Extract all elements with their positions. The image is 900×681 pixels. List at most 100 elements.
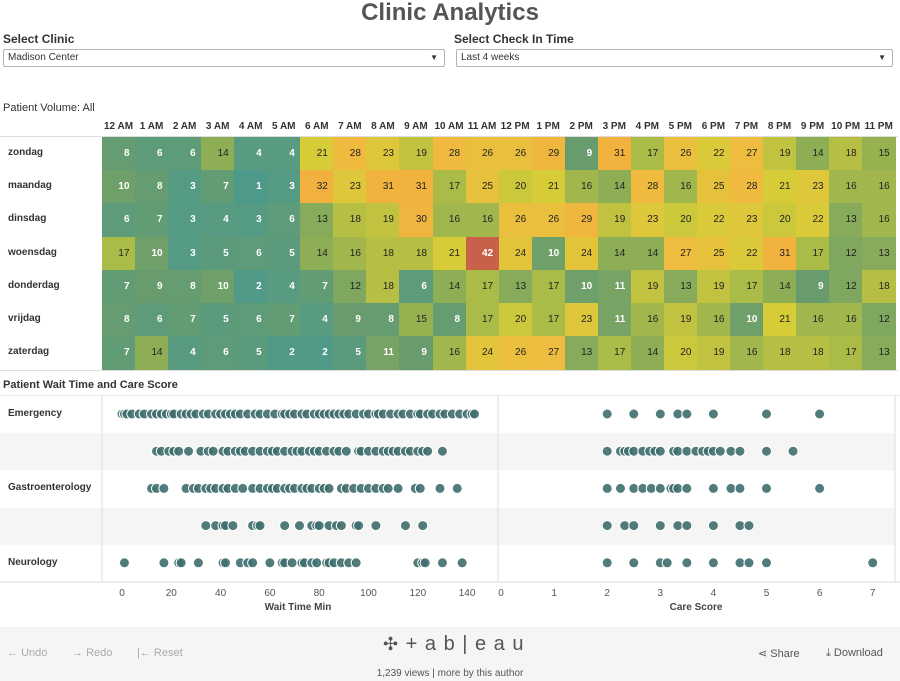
heatmap-cell[interactable]: 12: [829, 236, 863, 271]
care-score-dot[interactable]: [743, 557, 755, 569]
heatmap-cell[interactable]: 6: [399, 269, 433, 304]
heatmap-cell[interactable]: 14: [597, 236, 632, 271]
heatmap-cell[interactable]: 6: [135, 137, 169, 171]
heatmap-cell[interactable]: 16: [862, 170, 896, 204]
heatmap-cell[interactable]: 9: [333, 303, 367, 337]
wait-time-dot[interactable]: [158, 482, 170, 494]
care-score-dot[interactable]: [761, 445, 772, 457]
heatmap-cell[interactable]: 25: [696, 236, 731, 271]
care-score-dot[interactable]: [681, 557, 693, 569]
care-score-dot[interactable]: [645, 482, 657, 494]
heatmap-cell[interactable]: 6: [234, 236, 268, 271]
heatmap-cell[interactable]: 5: [267, 236, 301, 271]
heatmap-cell[interactable]: 7: [267, 303, 301, 337]
wait-time-dot[interactable]: [451, 482, 463, 494]
heatmap-cell[interactable]: 17: [465, 269, 500, 304]
heatmap-cell[interactable]: 17: [829, 336, 863, 370]
care-score-dot[interactable]: [734, 557, 746, 569]
care-score-dot[interactable]: [628, 557, 640, 569]
heatmap-cell[interactable]: 8: [135, 170, 169, 204]
care-score-dot[interactable]: [601, 445, 613, 457]
care-score-dot[interactable]: [725, 445, 737, 457]
heatmap-cell[interactable]: 13: [498, 269, 533, 304]
care-score-dot[interactable]: [787, 445, 799, 457]
heatmap-cell[interactable]: 24: [498, 236, 533, 271]
heatmap-cell[interactable]: 10: [201, 269, 235, 304]
wait-time-dot[interactable]: [207, 445, 219, 457]
heatmap-cell[interactable]: 2: [267, 336, 301, 370]
heatmap-cell[interactable]: 11: [597, 303, 632, 337]
care-score-dot[interactable]: [761, 482, 772, 494]
clinic-select[interactable]: Madison Center ▼: [3, 49, 445, 67]
heatmap-cell[interactable]: 4: [267, 269, 301, 304]
heatmap-cell[interactable]: 5: [201, 303, 235, 337]
heatmap-cell[interactable]: 6: [267, 203, 301, 238]
heatmap-cell[interactable]: 10: [102, 170, 136, 204]
heatmap-cell[interactable]: 18: [829, 137, 863, 171]
heatmap-cell[interactable]: 9: [564, 137, 599, 171]
wait-time-dot[interactable]: [340, 445, 352, 457]
tableau-logo[interactable]: ✣ + a b | e a u: [383, 633, 525, 656]
heatmap-cell[interactable]: 18: [399, 236, 433, 271]
heatmap-cell[interactable]: 19: [399, 137, 433, 171]
heatmap-cell[interactable]: 28: [630, 170, 665, 204]
download-button[interactable]: ⤓ Download: [826, 647, 883, 660]
heatmap-cell[interactable]: 27: [531, 336, 566, 370]
heatmap-cell[interactable]: 20: [763, 203, 797, 238]
wait-time-dot[interactable]: [286, 557, 298, 569]
heatmap-cell[interactable]: 14: [796, 137, 830, 171]
heatmap-cell[interactable]: 30: [399, 203, 433, 238]
heatmap-cell[interactable]: 17: [729, 269, 764, 304]
care-score-dot[interactable]: [661, 557, 673, 569]
heatmap-cell[interactable]: 7: [168, 303, 202, 337]
heatmap-cell[interactable]: 23: [333, 170, 367, 204]
heatmap-cell[interactable]: 20: [498, 170, 533, 204]
heatmap-cell[interactable]: 26: [663, 137, 698, 171]
heatmap-cell[interactable]: 21: [300, 137, 334, 171]
heatmap-cell[interactable]: 4: [300, 303, 334, 337]
wait-time-dot[interactable]: [370, 520, 382, 532]
wait-time-dot[interactable]: [220, 557, 232, 569]
heatmap-cell[interactable]: 14: [763, 269, 797, 304]
heatmap-cell[interactable]: 13: [564, 336, 599, 370]
heatmap-cell[interactable]: 8: [366, 303, 400, 337]
heatmap-cell[interactable]: 27: [729, 137, 764, 171]
heatmap-cell[interactable]: 17: [531, 269, 566, 304]
care-score-dot[interactable]: [867, 557, 879, 569]
heatmap-cell[interactable]: 24: [465, 336, 500, 370]
heatmap-cell[interactable]: 31: [597, 137, 632, 171]
wait-time-dot[interactable]: [264, 557, 276, 569]
care-score-dot[interactable]: [601, 520, 613, 532]
heatmap-cell[interactable]: 3: [168, 203, 202, 238]
care-score-dot[interactable]: [672, 445, 684, 457]
heatmap-cell[interactable]: 12: [333, 269, 367, 304]
heatmap-cell[interactable]: 23: [564, 303, 599, 337]
heatmap-cell[interactable]: 23: [729, 203, 764, 238]
reset-button[interactable]: |← Reset: [137, 647, 183, 659]
wait-time-dot[interactable]: [436, 445, 448, 457]
heatmap-cell[interactable]: 13: [829, 203, 863, 238]
heatmap-cell[interactable]: 19: [763, 137, 797, 171]
heatmap-cell[interactable]: 29: [564, 203, 599, 238]
heatmap-cell[interactable]: 3: [234, 203, 268, 238]
heatmap-cell[interactable]: 21: [432, 236, 467, 271]
wait-time-dot[interactable]: [392, 482, 404, 494]
heatmap-cell[interactable]: 4: [168, 336, 202, 370]
care-score-dot[interactable]: [707, 408, 719, 420]
heatmap-cell[interactable]: 31: [366, 170, 400, 204]
heatmap-cell[interactable]: 10: [135, 236, 169, 271]
heatmap-cell[interactable]: 14: [432, 269, 467, 304]
care-score-dot[interactable]: [628, 445, 640, 457]
heatmap-cell[interactable]: 18: [333, 203, 367, 238]
redo-button[interactable]: → Redo: [72, 647, 112, 659]
heatmap-cell[interactable]: 28: [333, 137, 367, 171]
heatmap-cell[interactable]: 12: [829, 269, 863, 304]
heatmap-cell[interactable]: 4: [234, 137, 268, 171]
heatmap-cell[interactable]: 21: [531, 170, 566, 204]
wait-time-dot[interactable]: [335, 520, 347, 532]
heatmap-cell[interactable]: 22: [729, 236, 764, 271]
heatmap-cell[interactable]: 14: [135, 336, 169, 370]
heatmap-cell[interactable]: 16: [862, 203, 896, 238]
heatmap-cell[interactable]: 42: [465, 236, 500, 271]
heatmap-cell[interactable]: 18: [796, 336, 830, 370]
